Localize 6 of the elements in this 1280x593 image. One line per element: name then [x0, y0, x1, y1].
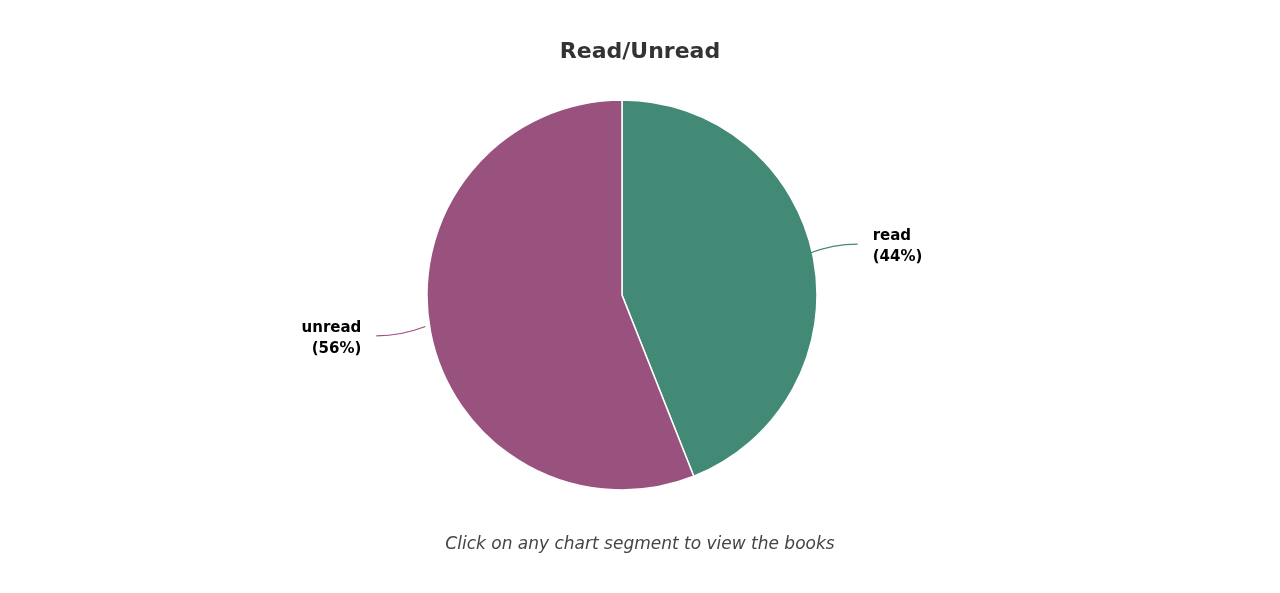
- slice-label: read: [872, 226, 912, 245]
- chart-title: Read/Unread: [558, 38, 722, 63]
- data-label: (56%): [311, 338, 362, 357]
- slice-label: unread: [301, 317, 362, 336]
- data-label: (44%): [872, 247, 923, 266]
- text: Click on any chart segment to view the books: [444, 533, 836, 553]
